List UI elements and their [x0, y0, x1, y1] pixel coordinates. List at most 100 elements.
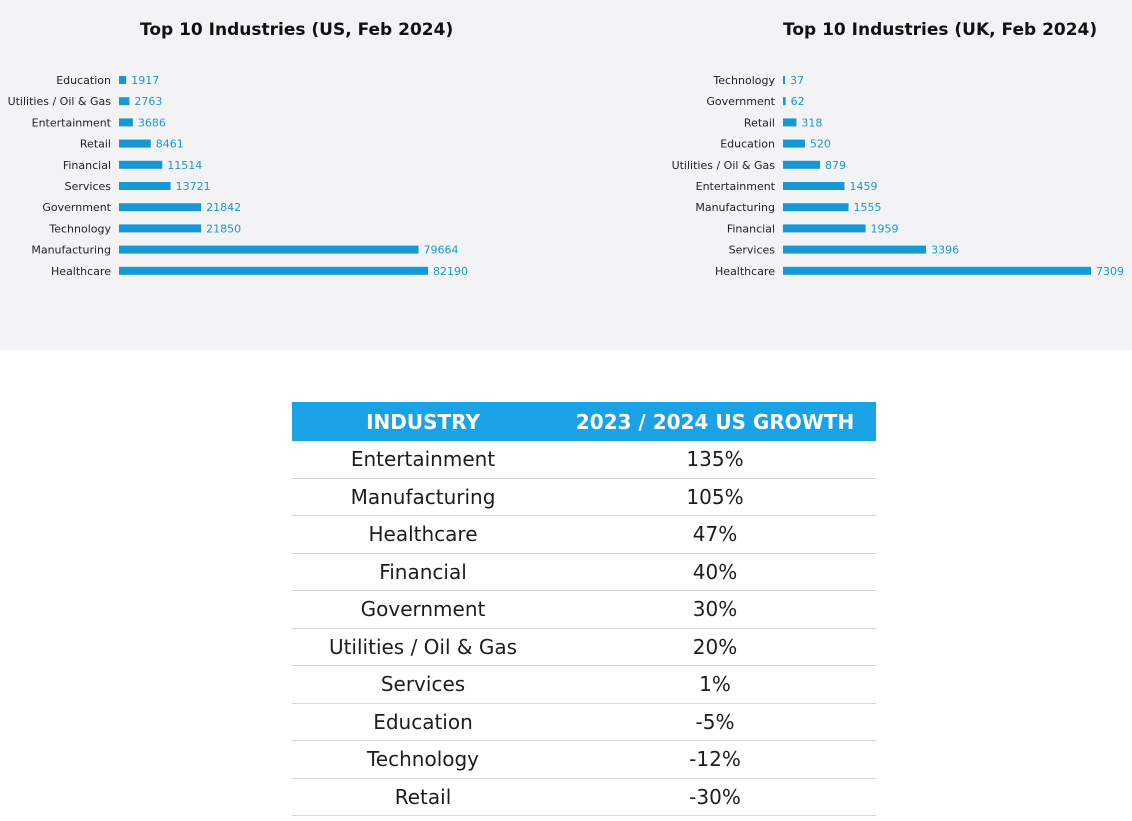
bar-charts: Education 1917 Utilities / Oil & Gas 2763 En…	[8, 74, 1124, 278]
uk-bar	[783, 97, 786, 106]
us-value-label: 79664	[424, 244, 459, 257]
uk-value-label: 318	[801, 116, 822, 129]
uk-bar	[783, 160, 821, 169]
table-header-row: INDUSTRY 2023 / 2024 US GROWTH	[292, 402, 876, 441]
uk-bar	[783, 245, 927, 254]
growth-cell: 20%	[554, 628, 876, 666]
uk-bar	[783, 76, 785, 84]
uk-bar	[783, 182, 845, 190]
us-bar	[119, 97, 130, 106]
uk-value-label: 62	[791, 95, 805, 108]
industry-cell: Entertainment	[292, 441, 554, 479]
uk-category-label: Utilities / Oil & Gas	[672, 159, 776, 172]
table-body: Entertainment 135% Manufacturing 105% Health…	[292, 441, 876, 816]
table-row: Technology -12%	[292, 740, 876, 779]
uk-value-label: 7309	[1096, 265, 1124, 278]
us-bar	[119, 160, 163, 169]
industry-cell: Retail	[292, 778, 554, 816]
growth-cell: 40%	[554, 553, 876, 591]
growth-cell: -30%	[554, 778, 876, 816]
industry-cell: Financial	[292, 553, 554, 591]
uk-chart-title: Top 10 Industries (UK, Feb 2024)	[783, 20, 1098, 40]
growth-cell: 105%	[554, 478, 876, 516]
us-value-label: 3686	[138, 116, 166, 129]
us-value-label: 13721	[176, 180, 211, 193]
table-row: Retail -30%	[292, 778, 876, 816]
industry-cell: Technology	[292, 740, 554, 779]
uk-value-label: 1555	[854, 201, 882, 214]
us-category-label: Healthcare	[51, 265, 111, 278]
growth-cell: -5%	[554, 703, 876, 741]
us-bar	[119, 203, 202, 212]
table-row: Education -5%	[292, 703, 876, 741]
growth-cell: 47%	[554, 515, 876, 554]
uk-bar	[783, 118, 797, 127]
table-row: Financial 40%	[292, 553, 876, 591]
us-bar	[119, 76, 127, 84]
table-row: Services 1%	[292, 665, 876, 704]
uk-category-label: Services	[729, 244, 776, 257]
uk-value-label: 1459	[849, 180, 877, 193]
industry-cell: Healthcare	[292, 515, 554, 554]
us-bar-chart: Education 1917 Utilities / Oil & Gas 2763 En…	[8, 74, 468, 278]
us-value-label: 21850	[206, 222, 241, 235]
growth-table: INDUSTRY 2023 / 2024 US GROWTH Entertain…	[292, 402, 876, 816]
us-category-label: Education	[56, 74, 111, 87]
growth-cell: 1%	[554, 665, 876, 704]
uk-bar	[783, 139, 805, 148]
table-row: Entertainment 135%	[292, 441, 876, 479]
growth-cell: 135%	[554, 441, 876, 479]
uk-category-label: Manufacturing	[695, 201, 775, 214]
uk-category-label: Education	[720, 138, 775, 151]
uk-value-label: 520	[810, 138, 831, 151]
uk-bar	[783, 224, 866, 233]
us-value-label: 1917	[131, 74, 159, 87]
uk-value-label: 1959	[871, 222, 899, 235]
us-value-label: 2763	[134, 95, 162, 108]
table-row: Government 30%	[292, 590, 876, 629]
us-bar	[119, 118, 133, 127]
us-value-label: 21842	[206, 201, 241, 214]
uk-bar	[783, 266, 1091, 275]
us-bar	[119, 245, 419, 254]
uk-value-label: 37	[790, 74, 804, 87]
us-value-label: 82190	[433, 265, 468, 278]
table-row: Healthcare 47%	[292, 515, 876, 554]
uk-category-label: Healthcare	[715, 265, 775, 278]
us-value-label: 11514	[167, 159, 202, 172]
us-value-label: 8461	[156, 138, 184, 151]
industry-cell: Manufacturing	[292, 478, 554, 516]
uk-bar-chart: Technology 37 Government 62 Retail 318 Educati…	[672, 74, 1124, 278]
us-category-label: Retail	[80, 138, 111, 151]
us-bar	[119, 224, 202, 233]
us-bar	[119, 139, 151, 148]
us-category-label: Technology	[48, 222, 111, 235]
growth-cell: -12%	[554, 740, 876, 779]
us-category-label: Services	[65, 180, 112, 193]
industry-cell: Education	[292, 703, 554, 741]
charts-panel	[0, 0, 1132, 350]
uk-category-label: Financial	[727, 222, 775, 235]
us-category-label: Government	[42, 201, 111, 214]
us-chart-title: Top 10 Industries (US, Feb 2024)	[140, 20, 454, 40]
industry-cell: Government	[292, 590, 554, 629]
uk-value-label: 879	[825, 159, 846, 172]
us-category-label: Utilities / Oil & Gas	[8, 95, 112, 108]
us-bar	[119, 266, 428, 275]
uk-value-label: 3396	[931, 244, 959, 257]
uk-category-label: Retail	[744, 116, 775, 129]
us-category-label: Entertainment	[32, 116, 112, 129]
table-row: Utilities / Oil & Gas 20%	[292, 628, 876, 666]
column-header-industry: INDUSTRY	[292, 402, 554, 441]
table-row: Manufacturing 105%	[292, 478, 876, 516]
column-header-growth: 2023 / 2024 US GROWTH	[554, 402, 876, 441]
industry-cell: Services	[292, 665, 554, 704]
uk-bar	[783, 203, 849, 212]
us-bar	[119, 182, 171, 190]
industry-cell: Utilities / Oil & Gas	[292, 628, 554, 666]
us-category-label: Manufacturing	[31, 244, 111, 257]
us-category-label: Financial	[63, 159, 111, 172]
uk-category-label: Entertainment	[696, 180, 776, 193]
uk-category-label: Government	[706, 95, 775, 108]
growth-cell: 30%	[554, 590, 876, 629]
